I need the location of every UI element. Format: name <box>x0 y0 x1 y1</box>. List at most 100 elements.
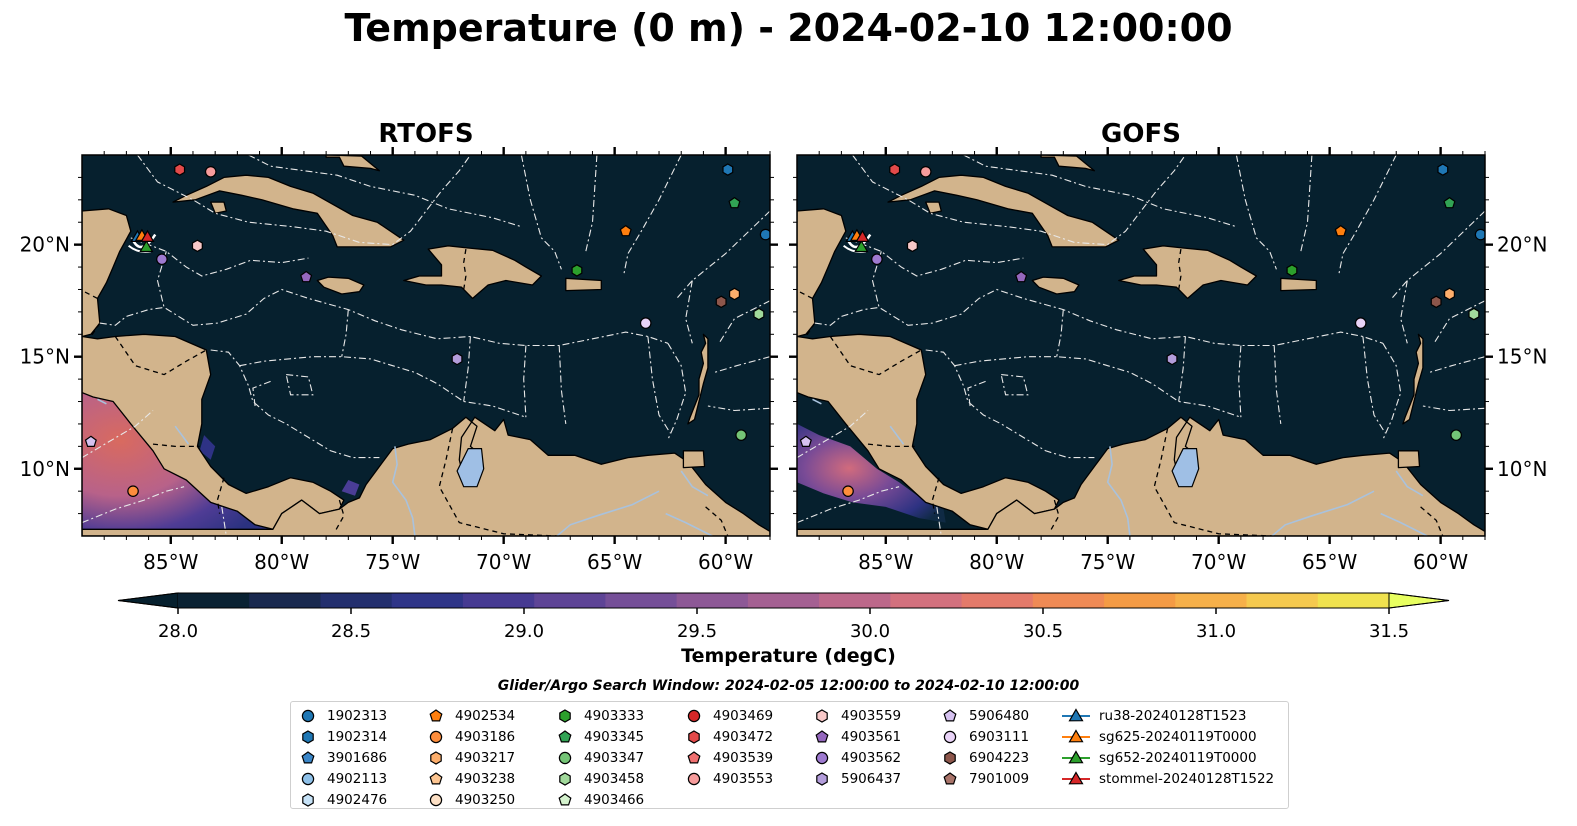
lon-tick-label: 75°W <box>365 550 420 574</box>
legend-item: 6903111 <box>939 727 1029 748</box>
legend-marker-pentagon <box>943 772 957 785</box>
colorbar-segment <box>1104 593 1176 608</box>
land-south-america <box>797 416 1485 536</box>
legend-symbol <box>559 772 571 786</box>
legend-item: 4903333 <box>554 706 644 727</box>
glider-marker-stommel-20240128T1522 <box>140 229 155 242</box>
eez-boundary <box>814 306 880 326</box>
legend-label: 5906480 <box>969 708 1030 725</box>
eez-boundary <box>1429 356 1485 373</box>
legend-marker-pentagon <box>943 709 957 722</box>
eez-boundary <box>667 343 687 440</box>
colorbar: 28.0 28.5 29.0 29.5 30.0 30.5 31.0 31.5 <box>117 592 1450 642</box>
eez-boundary <box>239 356 527 418</box>
legend-marker-triangle <box>1062 729 1090 743</box>
legend-marker-circle <box>301 710 315 723</box>
legend-label: sg652-20240119T0000 <box>1099 749 1257 766</box>
legend-triangle <box>1068 771 1084 785</box>
legend-marker-circle <box>943 730 957 744</box>
country-border <box>1049 499 1060 532</box>
legend-marker-pentagon <box>301 751 315 764</box>
legend-label: 4902113 <box>327 770 388 787</box>
float-marker-6903111 <box>1354 317 1367 329</box>
glider-marker-stommel-20240128T1522 <box>855 229 870 242</box>
legend-item: sg625-20240119T0000 <box>1061 727 1274 748</box>
eez-boundary <box>82 410 154 459</box>
land-puerto-rico <box>1280 277 1317 292</box>
legend-label: ru38-20240128T1523 <box>1099 708 1247 725</box>
legend-column: 4902534 4903186 4903217 4903238 4903250 <box>425 706 515 810</box>
colorbar-label: Temperature (degC) <box>681 645 896 667</box>
colorbar-segment <box>249 593 321 608</box>
float-marker-4903186 <box>127 485 139 497</box>
legend-triangle <box>1068 750 1084 764</box>
legend-label: 6903111 <box>969 729 1030 746</box>
legend-label: 4903250 <box>455 791 516 808</box>
warm-water-region <box>797 423 946 523</box>
lat-tick-label: 20°N <box>20 233 70 257</box>
search-window-text: Glider/Argo Search Window: 2024-02-05 12… <box>497 678 1080 694</box>
legend-marker-pentagon <box>429 709 443 722</box>
float-marker-4903562 <box>871 253 883 266</box>
legend-symbol <box>558 751 572 765</box>
eez-boundary <box>156 251 669 347</box>
eez-boundary <box>210 349 380 459</box>
float-marker-6903111 <box>639 317 652 329</box>
legend-label: 4902534 <box>455 708 516 725</box>
legend-label: 4903553 <box>713 770 774 787</box>
eez-boundary <box>99 306 165 326</box>
land-puerto-rico <box>565 277 602 292</box>
land-yucatan <box>82 208 132 338</box>
legend-item: 4903458 <box>554 768 644 789</box>
legend-item: 4903472 <box>683 727 773 748</box>
colorbar-over-arrow <box>1388 592 1450 609</box>
legend-item: 5906437 <box>811 768 901 789</box>
legend-label: 4903217 <box>455 749 516 766</box>
legend-symbol <box>943 709 957 722</box>
legend: 1902313 1902314 3901686 4902113 4902476 49025… <box>290 701 1289 809</box>
lat-tick-label: 15°N <box>20 345 70 369</box>
eez-boundary <box>647 336 671 434</box>
eez-boundary <box>1235 155 1277 270</box>
gofs-map-panel: 85°W 80°W 75°W 70°W 65°W 60°W 20°N 15°N 10°N <box>789 147 1547 574</box>
float-marker-4903186 <box>842 485 854 497</box>
lon-tick-label: 60°W <box>1413 550 1468 574</box>
river <box>97 398 107 405</box>
eez-boundary <box>797 486 900 524</box>
legend-marker-circle <box>687 772 701 785</box>
legend-label: 4903238 <box>455 770 516 787</box>
legend-symbol <box>301 751 315 764</box>
legend-label: 4903333 <box>584 708 645 725</box>
land-cuba <box>887 174 1120 248</box>
colorbar-segment <box>605 593 678 608</box>
lon-tick-label: 70°W <box>1191 550 1246 574</box>
legend-item: 4903217 <box>425 748 515 769</box>
legend-marker-triangle <box>1062 771 1090 785</box>
colorbar-segment <box>178 593 250 608</box>
eez-boundary <box>714 356 770 373</box>
river <box>1271 490 1375 536</box>
float-marker-1902314 <box>1437 163 1449 176</box>
lon-tick-label: 85°W <box>858 550 913 574</box>
eez-boundary <box>1400 280 1408 344</box>
river <box>1106 446 1131 536</box>
land-jamaica <box>1031 276 1080 295</box>
legend-label: stommel-20240128T1522 <box>1099 770 1275 787</box>
land-hispaniola <box>1118 245 1258 300</box>
float-marker-4903333 <box>571 264 583 277</box>
legend-item: 4903250 <box>425 789 515 810</box>
legend-marker-hexagon <box>559 772 571 786</box>
country-border <box>705 506 729 536</box>
legend-marker-pentagon <box>687 751 701 764</box>
float-marker-5906437 <box>1166 352 1178 366</box>
legend-item: 4903347 <box>554 748 644 769</box>
legend-symbol <box>688 730 700 744</box>
float-marker-1902313 <box>1474 228 1485 241</box>
float-marker-5906480 <box>84 435 97 447</box>
lat-tick-label: 10°N <box>20 457 70 481</box>
glider-marker-sg652-20240119T0000 <box>854 239 869 253</box>
float-marker-4903345 <box>1443 196 1456 209</box>
legend-item: 4903186 <box>425 727 515 748</box>
legend-label: 4903347 <box>584 749 645 766</box>
legend-item: stommel-20240128T1522 <box>1061 768 1274 789</box>
